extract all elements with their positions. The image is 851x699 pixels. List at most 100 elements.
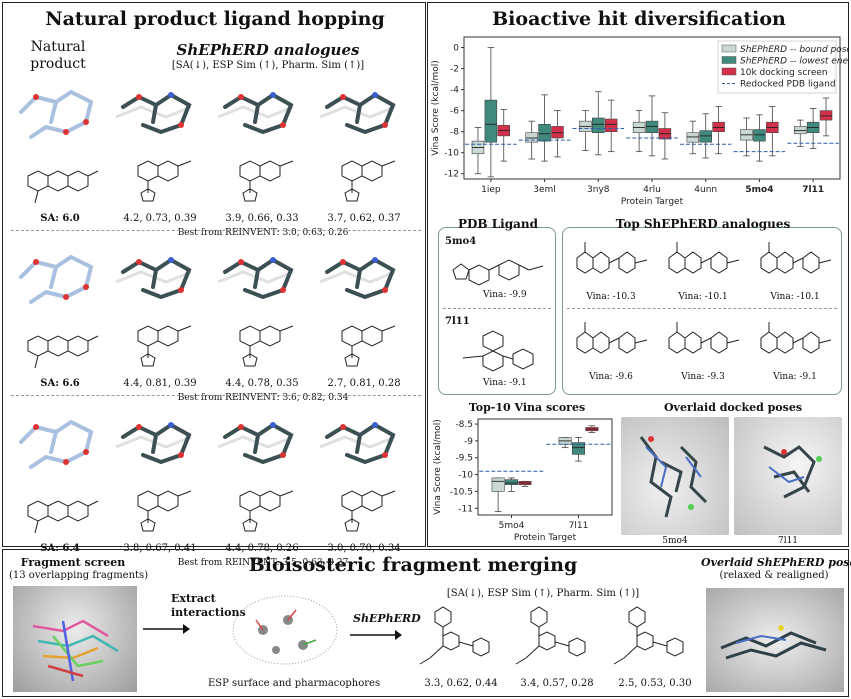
natural-product-3d-image [19, 89, 94, 139]
y-tick-label: -6 [450, 107, 459, 117]
merged-molecule-structure [515, 606, 586, 665]
analogue-vina: Vina: -10.1 [678, 292, 728, 302]
analogue-score: 4.2, 0.73, 0.39 [123, 213, 197, 224]
x-axis-label: Protein Target [621, 197, 684, 207]
pose-label-7l11: 7l11 [777, 536, 799, 546]
top-analogues-box: Top ShEPhERD analogues Vina: -10.3 Vina:… [562, 217, 842, 395]
box [538, 124, 551, 142]
x-tick-label: 7l11 [802, 185, 824, 195]
pdb-ligand-box: PDB Ligand 5mo4 Vina: -9.9 7l11 Vina: -9… [438, 217, 556, 395]
x-tick-label: 5mo4 [745, 185, 773, 195]
fragment-screen-sub: (13 overlapping fragments) [9, 570, 149, 581]
reinvent-best: Best from REINVENT: 3.5, 0.63, 0.27 [177, 558, 349, 568]
merged-molecule-structure [419, 606, 490, 665]
pose-label-5mo4: 5mo4 [662, 536, 688, 546]
y-tick-label: -10 [458, 471, 473, 481]
merged-molecule-score: 3.3, 0.62, 0.44 [424, 678, 498, 689]
target-label-5mo4: 5mo4 [445, 236, 477, 247]
overlaid-poses-title: Overlaid ShEPhERD poses [701, 556, 851, 569]
box [645, 120, 659, 134]
x-tick-label: 4unn [694, 185, 717, 195]
analogue-2d-structure [239, 325, 294, 367]
analogue-3d-image [319, 257, 396, 300]
analogue-3d-image [319, 422, 396, 465]
analogue-score: 2.7, 0.81, 0.28 [327, 378, 401, 389]
natural-product-sa: SA: 6.0 [40, 213, 80, 224]
hit-diversification-title: Bioactive hit diversification [492, 8, 786, 30]
analogues-heading: ShEPhERD analogues [176, 41, 360, 59]
analogue-2d-structure [239, 160, 294, 202]
pdb-ligand-title: PDB Ligand [457, 217, 539, 231]
box [753, 129, 766, 142]
ligand-divider [443, 308, 551, 309]
fragment-merging-panel: Bioisosteric fragment merging Fragment s… [2, 549, 851, 697]
esp-surface-label: ESP surface and pharmacophores [208, 678, 381, 689]
box [491, 477, 505, 492]
merged-molecule-score: 3.4, 0.57, 0.28 [520, 678, 594, 689]
box [525, 132, 538, 143]
analogue-3d-image [319, 92, 396, 135]
x-tick-label: 5mo4 [499, 521, 525, 531]
analogue-score: 4.4, 0.78, 0.26 [225, 543, 299, 554]
box [819, 110, 833, 121]
natural-product-sa: SA: 6.6 [40, 378, 80, 389]
analogue-vina: Vina: -10.1 [770, 292, 820, 302]
box [604, 118, 618, 132]
legend-label: ShEPhERD -- lowest energy [740, 57, 848, 67]
target-label-7l11: 7l11 [445, 316, 470, 327]
top-analogue-structure [668, 322, 740, 354]
pdb-ligand-7l11-structure [462, 330, 534, 372]
analogues-subheading: [SA(↓), ESP Sim (↑), Pharm. Sim (↑)] [171, 60, 365, 71]
extract-interactions-label: Extract interactions [171, 592, 246, 619]
top-analogue-structure [576, 242, 648, 274]
analogue-score: 4.4, 0.78, 0.35 [225, 378, 299, 389]
overlaid-docked-title: Overlaid docked poses [663, 401, 803, 414]
legend-box [717, 40, 837, 94]
merged-molecule-structure [613, 606, 684, 665]
x-tick-label: 7l11 [569, 521, 589, 531]
analogue-2d-structure [239, 490, 294, 532]
legend-label: ShEPhERD -- bound pose [740, 45, 848, 55]
merged-molecule-score: 2.5, 0.53, 0.30 [618, 678, 692, 689]
y-tick-label: -10 [444, 149, 459, 159]
analogue-divider [567, 308, 837, 309]
reinvent-best: Best from REINVENT: 3.0, 0.63, 0.26 [177, 228, 349, 238]
natural-product-sa: SA: 6.4 [40, 543, 80, 554]
natural-product-2d-structure [27, 170, 99, 204]
analogue-3d-image [115, 257, 192, 300]
y-tick-label: -10.5 [450, 487, 473, 497]
arrow-icon [350, 630, 402, 640]
arrow-icon [143, 624, 190, 634]
y-tick-label: -2 [450, 65, 459, 75]
analogue-2d-structure [341, 490, 396, 532]
natural-product-2d-structure [27, 335, 99, 369]
docked-pose-5mo4-image [621, 417, 729, 535]
y-tick-label: -9.5 [455, 454, 473, 464]
x-axis-label: Protein Target [514, 533, 577, 543]
merge-score-header: [SA(↓), ESP Sim (↑), Pharm. Sim (↑)] [446, 588, 640, 599]
top-analogue-structure [576, 322, 648, 354]
analogue-vina: Vina: -9.1 [773, 372, 817, 382]
top-analogue-structure [760, 242, 832, 274]
box [699, 130, 712, 143]
row-divider [11, 395, 421, 396]
analogue-3d-image [217, 257, 294, 300]
overlaid-poses-sub: (relaxed & realigned) [719, 570, 829, 581]
row-divider [11, 230, 421, 231]
box [686, 132, 700, 143]
plot-frame [477, 418, 613, 516]
natural-product-label: Natural product [30, 39, 86, 72]
legend-label: 10k docking screen [740, 68, 828, 78]
x-tick-label: 3ny8 [587, 185, 610, 195]
y-tick-label: -8.5 [455, 420, 473, 430]
y-tick-label: -12 [444, 170, 459, 180]
ref-vina-7l11: Vina: -9.1 [483, 378, 527, 388]
analogue-score: 4.4, 0.81, 0.39 [123, 378, 197, 389]
analogue-3d-image [115, 422, 192, 465]
docked-pose-7l11-image [734, 417, 842, 535]
analogue-3d-image [217, 92, 294, 135]
y-tick-label: -4 [450, 86, 459, 96]
natural-product-2d-structure [27, 500, 99, 534]
ligand-hopping-title: Natural product ligand hopping [45, 8, 385, 30]
analogue-2d-structure [137, 160, 192, 202]
